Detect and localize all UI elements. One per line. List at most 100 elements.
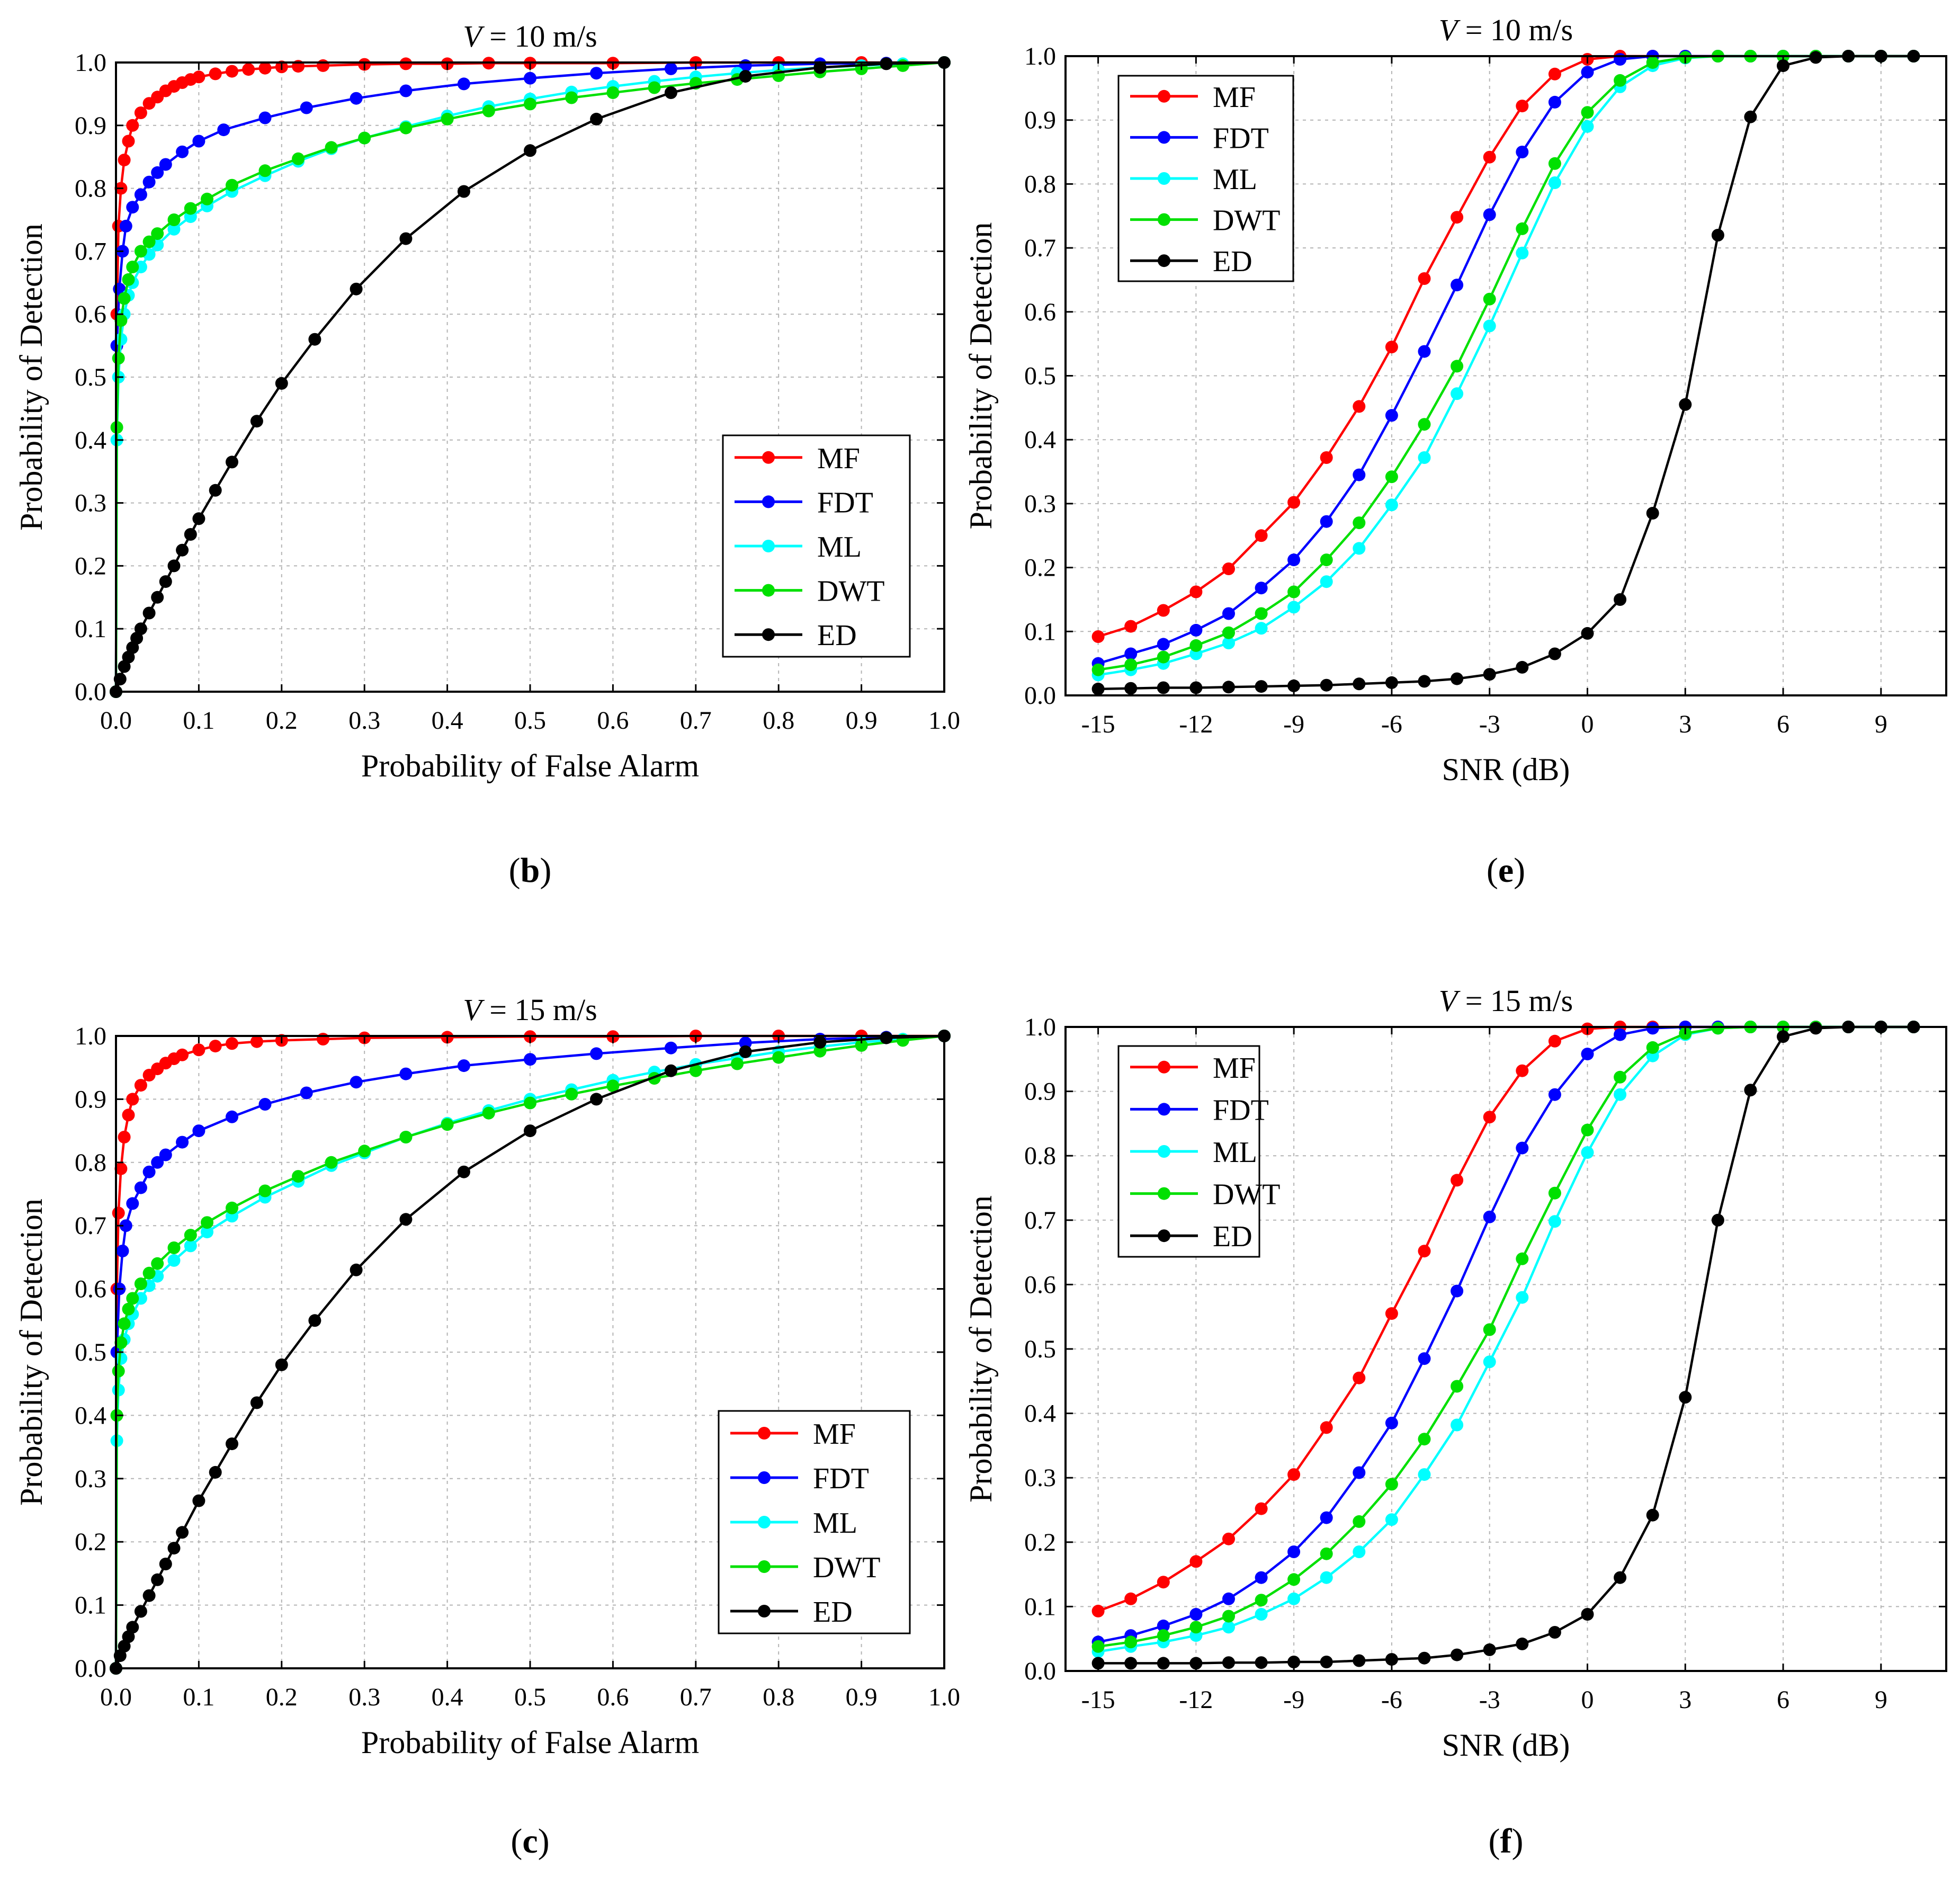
y-tick-label: 0.6 — [1024, 1271, 1056, 1299]
x-axis-label: SNR (dB) — [1442, 752, 1570, 787]
data-point — [399, 121, 413, 135]
data-point — [1222, 1656, 1235, 1669]
data-point — [209, 1040, 222, 1053]
data-point — [1353, 1515, 1366, 1528]
data-point — [1124, 682, 1138, 695]
x-tick-label: 0.7 — [680, 1683, 712, 1711]
title-variable: V — [463, 993, 485, 1027]
x-tick-label: 0.1 — [183, 707, 214, 735]
x-tick-label: -12 — [1179, 1686, 1213, 1714]
data-point — [1451, 1380, 1464, 1393]
x-tick-label: 0.3 — [348, 707, 380, 735]
data-point — [855, 1039, 868, 1052]
data-point — [457, 77, 470, 91]
caption-paren: ( — [509, 851, 521, 890]
data-point — [126, 1292, 139, 1305]
legend-item-fdt: FDT — [735, 486, 873, 519]
data-point — [114, 1336, 128, 1349]
data-point — [258, 164, 272, 177]
data-point — [1320, 1511, 1333, 1524]
data-point — [606, 1079, 620, 1093]
data-point — [482, 104, 495, 118]
data-point — [1581, 1146, 1594, 1159]
data-point — [192, 1043, 205, 1057]
data-point — [664, 1041, 677, 1054]
legend-item-ed: ED — [1130, 1220, 1252, 1253]
data-point — [358, 1145, 371, 1158]
data-point — [201, 192, 213, 205]
data-point — [134, 245, 147, 258]
data-point — [1483, 1323, 1496, 1336]
y-tick-label: 0.5 — [1024, 362, 1056, 390]
x-tick-label: 1.0 — [928, 707, 960, 735]
legend-label: ML — [1213, 163, 1257, 196]
data-point — [151, 591, 164, 604]
legend-item-mf: MF — [730, 1418, 856, 1451]
x-tick-label: 0.0 — [100, 707, 132, 735]
data-point — [119, 1219, 132, 1232]
chart-e: -15 -12 -9 -6 -3 0 3 6 9 0.0 0.1 0.2 0.3 0.4 0.5 0.6 0.7… — [963, 13, 1947, 890]
data-point — [664, 86, 677, 99]
data-point — [1516, 222, 1529, 235]
data-point — [242, 63, 255, 76]
legend-item-mf: MF — [735, 442, 860, 475]
x-tick-label: -3 — [1479, 1686, 1500, 1714]
data-point — [1287, 496, 1301, 509]
data-point — [1679, 398, 1692, 411]
data-point — [1385, 1653, 1398, 1666]
x-tick-label: 6 — [1777, 1686, 1789, 1714]
data-point — [1189, 623, 1203, 637]
title-variable: V — [1439, 13, 1461, 47]
y-tick-label: 0.9 — [75, 1085, 106, 1113]
data-point — [1418, 1433, 1431, 1446]
data-point — [1418, 272, 1431, 285]
y-tick-label: 0.5 — [1024, 1335, 1056, 1363]
data-point — [399, 1213, 413, 1226]
data-point — [648, 81, 661, 94]
data-point — [151, 1257, 164, 1270]
data-point — [151, 1156, 164, 1169]
data-point — [399, 57, 413, 70]
data-point — [1353, 1654, 1366, 1667]
legend-item-fdt: FDT — [1130, 1094, 1269, 1127]
x-tick-label: 0 — [1581, 1686, 1594, 1714]
legend-marker — [758, 1427, 771, 1440]
data-point — [250, 415, 263, 428]
legend-label: ML — [1213, 1136, 1257, 1169]
y-tick-label: 0.0 — [1024, 1657, 1056, 1685]
data-point — [159, 1148, 172, 1161]
legend-marker — [1158, 172, 1170, 185]
x-tick-label: 0.4 — [432, 1683, 463, 1711]
data-point — [258, 61, 272, 75]
x-tick-label: 9 — [1875, 710, 1887, 738]
legend-item-mf: MF — [1130, 81, 1256, 114]
data-point — [1124, 1592, 1138, 1605]
data-point — [1157, 650, 1170, 664]
data-point — [524, 1124, 536, 1138]
data-point — [142, 1589, 156, 1602]
panel-caption: (e) — [1487, 851, 1525, 890]
data-point — [1287, 1468, 1301, 1481]
data-point — [217, 123, 230, 137]
data-point — [482, 1106, 495, 1120]
legend-item-dwt: DWT — [1130, 1178, 1281, 1211]
data-point — [1287, 1573, 1301, 1586]
legend-item-mf: MF — [1130, 1052, 1256, 1085]
data-point — [1189, 681, 1203, 694]
data-point — [350, 1263, 363, 1276]
data-point — [1385, 341, 1398, 354]
y-tick-label: 0.9 — [75, 112, 106, 140]
legend-item-ed: ED — [1130, 245, 1252, 278]
y-tick-label: 0.3 — [75, 1465, 106, 1493]
x-tick-label: 0.6 — [597, 707, 629, 735]
data-point — [1222, 1592, 1235, 1605]
x-axis-label: SNR (dB) — [1442, 1728, 1570, 1763]
data-point — [122, 273, 135, 286]
data-point — [1614, 593, 1627, 606]
data-point — [151, 227, 164, 240]
y-tick-label: 0.0 — [75, 1655, 106, 1683]
y-tick-label: 0.5 — [75, 363, 106, 391]
data-point — [1189, 1608, 1203, 1621]
y-tick-label: 0.8 — [1024, 170, 1056, 198]
data-point — [184, 528, 197, 541]
